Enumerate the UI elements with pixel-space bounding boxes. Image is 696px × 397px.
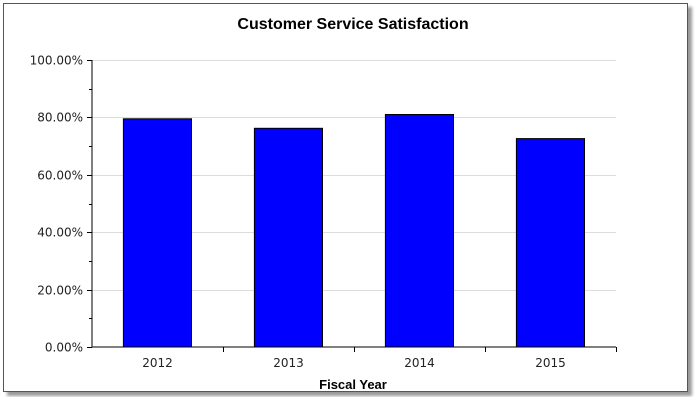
bar-2014 [384, 114, 454, 348]
y-tick-label: 40.00% [37, 226, 83, 240]
y-axis-ticks: 0.00% 20.00% 40.00% 60.00% 80.00% 100.00% [30, 54, 92, 355]
bar-2012 [122, 118, 192, 348]
y-tick-label: 0.00% [45, 341, 83, 355]
x-axis-label: Fiscal Year [319, 377, 387, 392]
x-tick-label: 2012 [142, 356, 173, 370]
x-axis-ticks: 2012 2013 2014 2015 [142, 347, 617, 370]
y-tick-label: 60.00% [37, 169, 83, 183]
bars [122, 114, 586, 348]
y-tick-label: 20.00% [37, 284, 83, 298]
x-tick-label: 2013 [273, 356, 304, 370]
x-tick-label: 2014 [404, 356, 435, 370]
bar-2013 [253, 127, 323, 348]
bar-2015 [515, 138, 586, 348]
chart-title: Customer Service Satisfaction [237, 16, 468, 33]
y-tick-label: 100.00% [30, 54, 83, 68]
y-tick-label: 80.00% [37, 111, 83, 125]
x-tick-label: 2015 [535, 356, 566, 370]
